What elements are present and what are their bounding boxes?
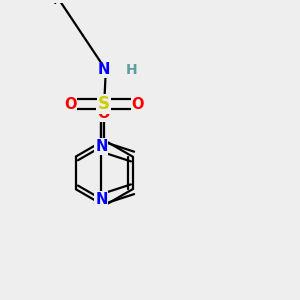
Text: O: O	[97, 106, 109, 121]
Text: S: S	[98, 95, 110, 113]
Text: O: O	[64, 97, 77, 112]
Text: N: N	[95, 192, 108, 207]
Text: H: H	[126, 63, 138, 77]
Text: N: N	[98, 62, 110, 77]
Text: O: O	[132, 97, 144, 112]
Text: N: N	[95, 139, 108, 154]
